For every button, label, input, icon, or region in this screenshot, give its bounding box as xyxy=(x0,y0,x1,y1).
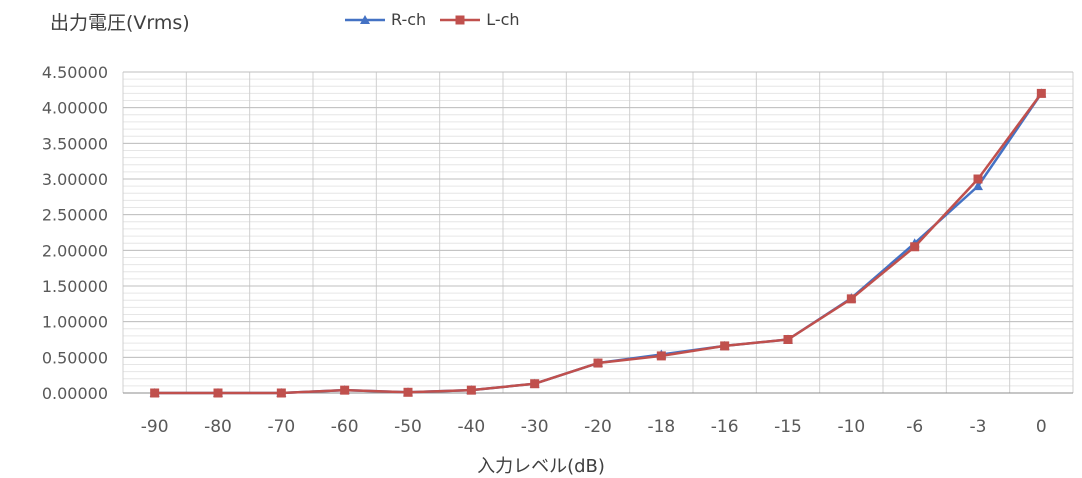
x-axis-title: 入力レベル(dB) xyxy=(477,456,605,477)
data-point-l-ch xyxy=(593,358,603,368)
x-tick-label: -3 xyxy=(970,417,987,437)
data-point-l-ch xyxy=(466,385,476,395)
y-tick-label: 1.00000 xyxy=(42,313,108,332)
data-point-l-ch xyxy=(846,294,856,304)
data-point-l-ch xyxy=(656,351,666,361)
x-tick-label: -90 xyxy=(141,417,169,437)
legend-item-l-ch: L-ch xyxy=(440,10,520,29)
legend-item-r-ch: R-ch xyxy=(345,10,426,29)
data-point-l-ch xyxy=(910,242,920,252)
data-point-l-ch xyxy=(150,388,160,398)
x-tick-label: -20 xyxy=(584,417,612,437)
legend-marker-l-ch xyxy=(440,15,481,24)
data-point-l-ch xyxy=(213,388,223,398)
y-tick-label: 4.50000 xyxy=(42,63,108,82)
data-point-l-ch xyxy=(403,387,413,397)
y-tick-label: 4.00000 xyxy=(42,99,108,118)
x-tick-label: -10 xyxy=(837,417,865,437)
y-tick-label: 2.00000 xyxy=(42,241,108,260)
y-tick-label: 1.50000 xyxy=(42,277,108,296)
data-point-l-ch xyxy=(783,335,793,344)
x-tick-label: -18 xyxy=(647,417,675,437)
x-tick-label: -50 xyxy=(394,417,422,437)
data-point-l-ch xyxy=(530,379,540,389)
y-tick-label: 2.50000 xyxy=(42,206,108,225)
y-tick-label: 0.50000 xyxy=(42,348,108,367)
x-tick-label: -40 xyxy=(457,417,485,437)
data-point-l-ch xyxy=(340,385,350,395)
x-tick-label: -6 xyxy=(906,417,923,437)
data-point-l-ch xyxy=(276,388,286,398)
data-point-l-ch xyxy=(973,174,983,184)
x-tick-label: -70 xyxy=(267,417,295,437)
x-tick-label: -30 xyxy=(521,417,549,437)
y-tick-label: 3.00000 xyxy=(42,170,108,189)
y-axis-title: 出力電圧(Vrms) xyxy=(50,12,190,34)
legend-label-r-ch: R-ch xyxy=(391,10,427,29)
legend-label-l-ch: L-ch xyxy=(486,10,520,29)
data-point-l-ch xyxy=(1036,88,1046,98)
x-tick-label: 0 xyxy=(1036,417,1047,437)
legend: R-ch L-ch xyxy=(345,10,534,29)
x-tick-label: -15 xyxy=(774,417,802,437)
legend-marker-r-ch xyxy=(345,14,385,24)
x-tick-label: -16 xyxy=(711,417,739,437)
x-tick-label: -60 xyxy=(331,417,359,437)
x-tick-label: -80 xyxy=(204,417,232,437)
data-point-l-ch xyxy=(720,341,730,351)
y-tick-label: 0.00000 xyxy=(42,384,108,403)
y-tick-label: 3.50000 xyxy=(42,134,108,153)
data-point-r-ch xyxy=(973,181,983,191)
